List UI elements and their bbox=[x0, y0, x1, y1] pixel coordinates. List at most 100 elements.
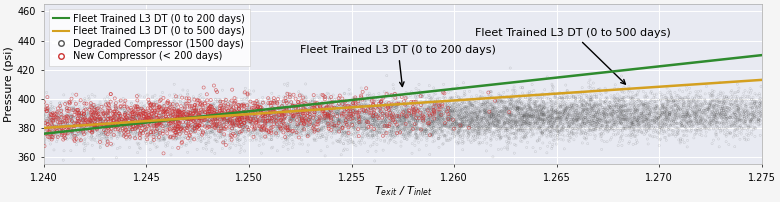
Degraded Compressor (1500 days) bbox=[709, 132, 722, 136]
Degraded Compressor (1500 days) bbox=[190, 126, 202, 129]
Degraded Compressor (1500 days) bbox=[471, 128, 484, 131]
New Compressor (< 200 days) bbox=[171, 128, 183, 131]
Degraded Compressor (1500 days) bbox=[93, 110, 105, 114]
Degraded Compressor (1500 days) bbox=[542, 122, 555, 125]
Degraded Compressor (1500 days) bbox=[438, 135, 451, 139]
Degraded Compressor (1500 days) bbox=[321, 109, 333, 112]
Degraded Compressor (1500 days) bbox=[534, 117, 547, 121]
Degraded Compressor (1500 days) bbox=[661, 110, 674, 113]
Degraded Compressor (1500 days) bbox=[395, 121, 407, 124]
Degraded Compressor (1500 days) bbox=[667, 106, 679, 109]
New Compressor (< 200 days) bbox=[108, 119, 120, 123]
Degraded Compressor (1500 days) bbox=[420, 130, 433, 133]
Degraded Compressor (1500 days) bbox=[463, 134, 475, 137]
New Compressor (< 200 days) bbox=[399, 122, 412, 125]
Degraded Compressor (1500 days) bbox=[352, 121, 364, 124]
Degraded Compressor (1500 days) bbox=[126, 120, 139, 123]
New Compressor (< 200 days) bbox=[102, 128, 115, 131]
Degraded Compressor (1500 days) bbox=[663, 111, 675, 114]
New Compressor (< 200 days) bbox=[352, 100, 364, 103]
Degraded Compressor (1500 days) bbox=[402, 106, 414, 109]
Degraded Compressor (1500 days) bbox=[530, 127, 542, 130]
Degraded Compressor (1500 days) bbox=[591, 112, 604, 115]
Degraded Compressor (1500 days) bbox=[519, 113, 532, 116]
Degraded Compressor (1500 days) bbox=[324, 112, 336, 115]
Degraded Compressor (1500 days) bbox=[236, 108, 249, 112]
Degraded Compressor (1500 days) bbox=[160, 117, 172, 121]
Degraded Compressor (1500 days) bbox=[665, 96, 678, 99]
Degraded Compressor (1500 days) bbox=[149, 115, 161, 118]
Degraded Compressor (1500 days) bbox=[608, 119, 621, 122]
Degraded Compressor (1500 days) bbox=[229, 128, 241, 131]
Degraded Compressor (1500 days) bbox=[343, 121, 356, 124]
Degraded Compressor (1500 days) bbox=[584, 99, 597, 102]
Degraded Compressor (1500 days) bbox=[185, 117, 197, 120]
Degraded Compressor (1500 days) bbox=[619, 128, 632, 131]
Degraded Compressor (1500 days) bbox=[433, 115, 445, 118]
Degraded Compressor (1500 days) bbox=[66, 132, 78, 135]
Degraded Compressor (1500 days) bbox=[645, 115, 658, 118]
Degraded Compressor (1500 days) bbox=[492, 118, 505, 122]
Degraded Compressor (1500 days) bbox=[594, 107, 606, 110]
Degraded Compressor (1500 days) bbox=[230, 129, 243, 132]
Degraded Compressor (1500 days) bbox=[498, 124, 511, 127]
Degraded Compressor (1500 days) bbox=[190, 119, 202, 122]
Degraded Compressor (1500 days) bbox=[128, 122, 140, 125]
New Compressor (< 200 days) bbox=[184, 112, 197, 115]
Degraded Compressor (1500 days) bbox=[715, 108, 728, 112]
Degraded Compressor (1500 days) bbox=[582, 108, 594, 111]
Degraded Compressor (1500 days) bbox=[569, 107, 582, 110]
Degraded Compressor (1500 days) bbox=[674, 112, 686, 115]
Degraded Compressor (1500 days) bbox=[675, 96, 687, 99]
Degraded Compressor (1500 days) bbox=[585, 98, 597, 102]
Degraded Compressor (1500 days) bbox=[693, 121, 705, 124]
Degraded Compressor (1500 days) bbox=[725, 106, 738, 110]
New Compressor (< 200 days) bbox=[106, 122, 119, 125]
Degraded Compressor (1500 days) bbox=[434, 103, 447, 107]
Degraded Compressor (1500 days) bbox=[122, 116, 134, 119]
Degraded Compressor (1500 days) bbox=[302, 130, 314, 133]
Degraded Compressor (1500 days) bbox=[315, 126, 328, 129]
Degraded Compressor (1500 days) bbox=[447, 106, 459, 110]
Degraded Compressor (1500 days) bbox=[293, 126, 306, 130]
Degraded Compressor (1500 days) bbox=[284, 128, 296, 131]
Degraded Compressor (1500 days) bbox=[195, 140, 207, 143]
Degraded Compressor (1500 days) bbox=[284, 120, 296, 123]
Degraded Compressor (1500 days) bbox=[708, 123, 721, 127]
Degraded Compressor (1500 days) bbox=[348, 108, 360, 111]
Degraded Compressor (1500 days) bbox=[624, 97, 636, 100]
Degraded Compressor (1500 days) bbox=[289, 112, 302, 115]
Degraded Compressor (1500 days) bbox=[399, 115, 411, 118]
Degraded Compressor (1500 days) bbox=[622, 122, 634, 126]
Degraded Compressor (1500 days) bbox=[84, 122, 97, 125]
New Compressor (< 200 days) bbox=[414, 95, 427, 98]
Degraded Compressor (1500 days) bbox=[170, 133, 183, 136]
Degraded Compressor (1500 days) bbox=[328, 125, 340, 129]
Degraded Compressor (1500 days) bbox=[608, 123, 620, 126]
Degraded Compressor (1500 days) bbox=[381, 117, 393, 120]
Degraded Compressor (1500 days) bbox=[368, 100, 381, 103]
Degraded Compressor (1500 days) bbox=[133, 126, 146, 130]
Degraded Compressor (1500 days) bbox=[286, 116, 299, 119]
Degraded Compressor (1500 days) bbox=[623, 127, 636, 130]
Degraded Compressor (1500 days) bbox=[402, 115, 414, 119]
Degraded Compressor (1500 days) bbox=[370, 123, 383, 126]
Degraded Compressor (1500 days) bbox=[746, 119, 758, 122]
Degraded Compressor (1500 days) bbox=[370, 122, 383, 125]
Degraded Compressor (1500 days) bbox=[733, 119, 746, 122]
New Compressor (< 200 days) bbox=[104, 117, 116, 120]
Degraded Compressor (1500 days) bbox=[549, 137, 562, 140]
Degraded Compressor (1500 days) bbox=[372, 111, 385, 115]
Degraded Compressor (1500 days) bbox=[466, 119, 478, 122]
Degraded Compressor (1500 days) bbox=[741, 109, 753, 113]
Degraded Compressor (1500 days) bbox=[303, 120, 315, 123]
Degraded Compressor (1500 days) bbox=[652, 111, 665, 114]
Degraded Compressor (1500 days) bbox=[395, 144, 407, 148]
Degraded Compressor (1500 days) bbox=[310, 118, 323, 121]
New Compressor (< 200 days) bbox=[252, 105, 264, 108]
Degraded Compressor (1500 days) bbox=[359, 117, 371, 120]
New Compressor (< 200 days) bbox=[289, 97, 302, 100]
Degraded Compressor (1500 days) bbox=[267, 115, 279, 119]
Degraded Compressor (1500 days) bbox=[424, 118, 436, 121]
Degraded Compressor (1500 days) bbox=[519, 112, 531, 115]
